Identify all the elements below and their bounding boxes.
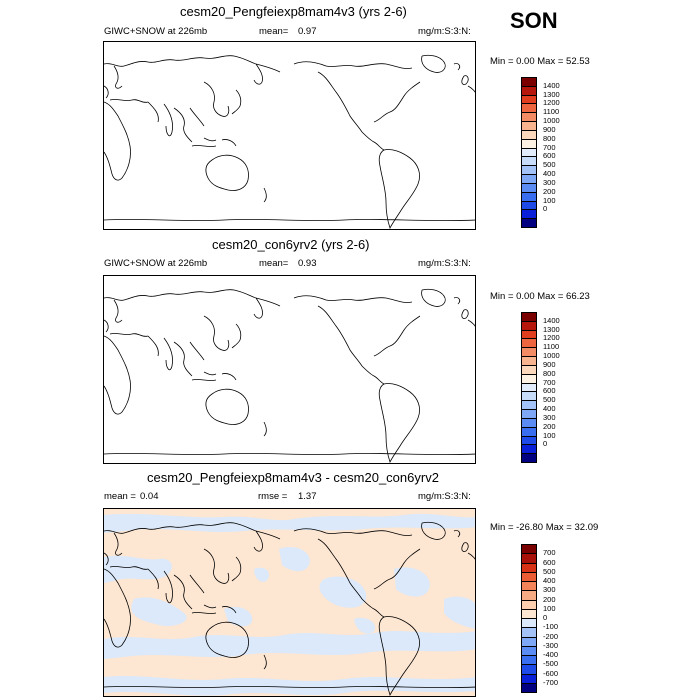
- panel1-map: [103, 41, 476, 230]
- colorbar-label: 300: [543, 585, 556, 595]
- colorbar-label: 900: [543, 124, 556, 134]
- colorbar-label: 100: [543, 603, 556, 613]
- colorbar-label: 400: [543, 169, 556, 179]
- panel1-units: mg/m:S:3:N:: [418, 26, 471, 37]
- colorbar-label: 700: [543, 142, 556, 152]
- colorbar-label: 600: [543, 151, 556, 161]
- panel3-units: mg/m:S:3:N:: [418, 491, 471, 502]
- colorbar-swatch: [521, 218, 537, 228]
- colorbar-label: 0: [543, 204, 548, 214]
- panel3-minmax: Min = -26.80 Max = 32.09: [490, 522, 599, 533]
- panel2-mean-value: 0.93: [298, 258, 317, 269]
- colorbar-label: 600: [543, 557, 556, 567]
- colorbar-label: -700: [543, 677, 559, 687]
- panel1-variable: GIWC+SNOW at 226mb: [104, 26, 208, 37]
- colorbar-label: 1100: [543, 342, 560, 352]
- colorbar-label: 1000: [543, 351, 560, 361]
- colorbar-label: -600: [543, 668, 559, 678]
- colorbar-label: 700: [543, 377, 556, 387]
- colorbar-label: 400: [543, 576, 556, 585]
- panel1-mean-label: mean=: [259, 26, 289, 37]
- season-label: SON: [510, 8, 558, 33]
- panel2-map: [103, 275, 476, 464]
- colorbar-label: 1200: [543, 333, 560, 343]
- colorbar-label: 600: [543, 386, 556, 396]
- colorbar-label: 500: [543, 160, 556, 170]
- colorbar-label: -300: [543, 640, 559, 650]
- panel1-colorbar: 1400 1300 1200 1100 1000 900 800 700 600 500 400 30…: [521, 77, 581, 228]
- colorbar-label: 200: [543, 594, 556, 604]
- colorbar-label: 100: [543, 430, 556, 440]
- panel3-colorbar: 700 600 500 400 300 200 100 0 -100 -200 -300 -400 -5…: [521, 544, 581, 693]
- colorbar-label: 800: [543, 133, 556, 143]
- colorbar-label: 1400: [543, 80, 560, 90]
- panel2-colorbar: 1400 1300 1200 1100 1000 900 800 700 600 500 400 30…: [521, 312, 581, 463]
- panel3-mean-value: 0.04: [140, 491, 159, 502]
- colorbar-label: 100: [543, 195, 556, 205]
- panel2-title: cesm20_con6yrv2 (yrs 2-6): [212, 237, 370, 252]
- colorbar-label: 500: [543, 566, 556, 576]
- colorbar-label: 500: [543, 395, 556, 405]
- colorbar-label: -500: [543, 659, 559, 669]
- colorbar-label: 1200: [543, 98, 560, 108]
- panel2-units: mg/m:S:3:N:: [418, 258, 471, 269]
- world-coastline-icon: [104, 288, 475, 463]
- colorbar-label: -200: [543, 631, 559, 641]
- panel3-mean-label: mean =: [104, 491, 136, 502]
- colorbar-label: 0: [543, 613, 548, 622]
- colorbar-label: -100: [543, 622, 559, 632]
- colorbar-label: 300: [543, 177, 556, 187]
- panel2-variable: GIWC+SNOW at 226mb: [104, 258, 208, 269]
- colorbar-label: 900: [543, 359, 556, 369]
- panel3-rmse-label: rmse =: [258, 491, 288, 502]
- colorbar-label: 1000: [543, 116, 560, 126]
- colorbar-label: 1300: [543, 89, 560, 99]
- colorbar-label: 1100: [543, 107, 560, 117]
- panel1-title: cesm20_Pengfeiexp8mam4v3 (yrs 2-6): [180, 4, 407, 19]
- colorbar-label: 200: [543, 186, 556, 196]
- colorbar-label: 0: [543, 439, 548, 449]
- colorbar-label: 1400: [543, 315, 560, 325]
- colorbar-swatch: [521, 682, 537, 693]
- colorbar-label: 700: [543, 548, 556, 558]
- colorbar-label: 400: [543, 404, 556, 414]
- difference-field: [104, 513, 475, 696]
- panel1-mean-value: 0.97: [298, 26, 317, 37]
- panel3-rmse-value: 1.37: [298, 491, 317, 502]
- colorbar-label: 200: [543, 421, 556, 431]
- world-coastline-icon: [104, 54, 475, 229]
- panel2-mean-label: mean=: [259, 258, 289, 269]
- panel3-map: [103, 508, 476, 697]
- panel2-minmax: Min = 0.00 Max = 66.23: [490, 291, 590, 302]
- colorbar-label: 800: [543, 368, 556, 378]
- colorbar-label: 1300: [543, 324, 560, 334]
- panel1-minmax: Min = 0.00 Max = 52.53: [490, 56, 590, 67]
- colorbar-label: 300: [543, 412, 556, 422]
- colorbar-label: -400: [543, 650, 559, 659]
- panel3-title: cesm20_Pengfeiexp8mam4v3 - cesm20_con6yr…: [147, 470, 439, 485]
- colorbar-swatch: [521, 453, 537, 463]
